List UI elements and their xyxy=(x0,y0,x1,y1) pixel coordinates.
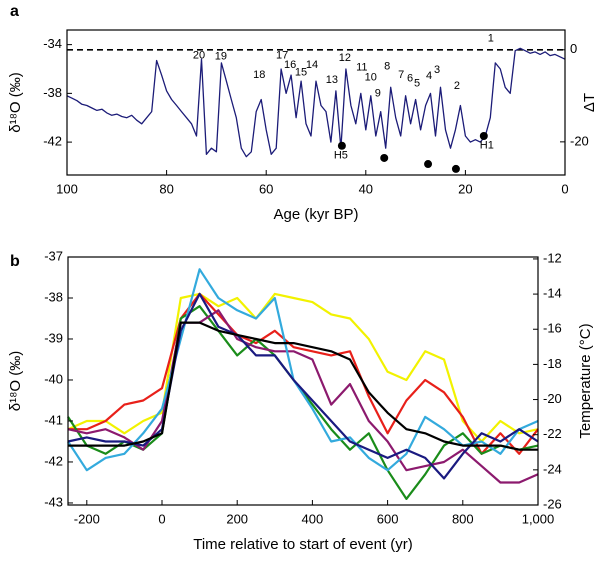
event-label: H1 xyxy=(480,140,494,152)
x-tick-label: 0 xyxy=(158,511,165,526)
x-tick-label: 800 xyxy=(452,511,474,526)
x-tick-label: -200 xyxy=(74,511,100,526)
x-axis-title: Age (kyr BP) xyxy=(273,206,358,223)
y2-tick-label: -16 xyxy=(543,321,562,336)
event-label: 1 xyxy=(488,32,494,44)
data-line xyxy=(67,292,539,480)
y-tick-label: -43 xyxy=(44,494,63,509)
y-tick-label: -42 xyxy=(44,453,63,468)
event-label: 10 xyxy=(365,71,377,83)
event-label: 8 xyxy=(384,60,390,72)
x-tick-label: 20 xyxy=(458,181,472,196)
y-tick-label: -38 xyxy=(44,289,63,304)
x-axis-title: Time relative to start of event (yr) xyxy=(193,536,413,553)
event-marker xyxy=(424,160,433,169)
y2-tick-label: -14 xyxy=(543,286,562,301)
y2-axis-title: ΔT xyxy=(581,93,598,112)
y-tick-label: -39 xyxy=(44,330,63,345)
y2-tick-label: -24 xyxy=(543,461,562,476)
event-label: 6 xyxy=(407,73,413,85)
y2-tick-label: -18 xyxy=(543,356,562,371)
y-tick-label: -41 xyxy=(44,412,63,427)
x-tick-label: 100 xyxy=(56,181,78,196)
data-line xyxy=(67,309,539,484)
x-tick-label: 0 xyxy=(561,181,568,196)
event-label: 3 xyxy=(434,64,440,76)
y2-tick-label: -12 xyxy=(543,250,562,265)
x-tick-label: 1,000 xyxy=(522,511,555,526)
x-tick-label: 80 xyxy=(159,181,173,196)
y2-axis-title: Temperature (°C) xyxy=(577,323,594,438)
plot-frame xyxy=(66,29,566,176)
y-tick-label: -34 xyxy=(43,36,62,51)
y-axis-title: δ¹⁸O (‰) xyxy=(7,351,24,412)
y2-tick-label: 0 xyxy=(570,41,577,56)
event-label: H5 xyxy=(334,149,348,161)
x-tick-label: 200 xyxy=(226,511,248,526)
panel-label: a xyxy=(10,3,19,20)
event-marker xyxy=(479,132,488,141)
event-label: 11 xyxy=(356,62,367,74)
x-tick-label: 40 xyxy=(359,181,373,196)
y-axis-title: δ¹⁸O (‰) xyxy=(7,72,24,133)
y2-tick-label: -20 xyxy=(543,391,562,406)
event-label: 18 xyxy=(253,69,265,81)
event-label: 13 xyxy=(326,74,338,86)
event-label: 12 xyxy=(339,52,351,64)
data-line xyxy=(66,47,566,158)
event-label: 16 xyxy=(284,59,296,71)
x-tick-label: 600 xyxy=(377,511,399,526)
data-line xyxy=(68,321,538,451)
event-label: 9 xyxy=(375,87,381,99)
y-tick-label: -37 xyxy=(44,248,63,263)
y-tick-label: -42 xyxy=(43,134,62,149)
y2-tick-label: -26 xyxy=(543,496,562,511)
event-label: 5 xyxy=(414,78,420,90)
data-line xyxy=(67,292,539,443)
event-label: 19 xyxy=(215,51,227,63)
plot-frame xyxy=(67,256,539,506)
event-label: 7 xyxy=(398,69,404,81)
y-tick-label: -40 xyxy=(44,371,63,386)
event-marker xyxy=(380,153,389,162)
event-label: 2 xyxy=(454,80,460,92)
x-tick-label: 60 xyxy=(259,181,273,196)
event-marker xyxy=(451,164,460,173)
y-tick-label: -38 xyxy=(43,85,62,100)
event-marker xyxy=(337,141,346,150)
y2-tick-label: -22 xyxy=(543,426,562,441)
event-label: 20 xyxy=(193,49,205,61)
data-line xyxy=(67,268,539,472)
x-tick-label: 400 xyxy=(302,511,324,526)
event-label: 4 xyxy=(426,70,432,82)
event-label: 14 xyxy=(306,59,318,71)
data-line xyxy=(67,305,539,500)
y2-tick-label: -20 xyxy=(570,133,589,148)
data-line xyxy=(68,292,539,455)
event-label: 15 xyxy=(295,67,307,79)
event-label: 17 xyxy=(276,49,288,61)
panel-label: b xyxy=(10,253,20,270)
